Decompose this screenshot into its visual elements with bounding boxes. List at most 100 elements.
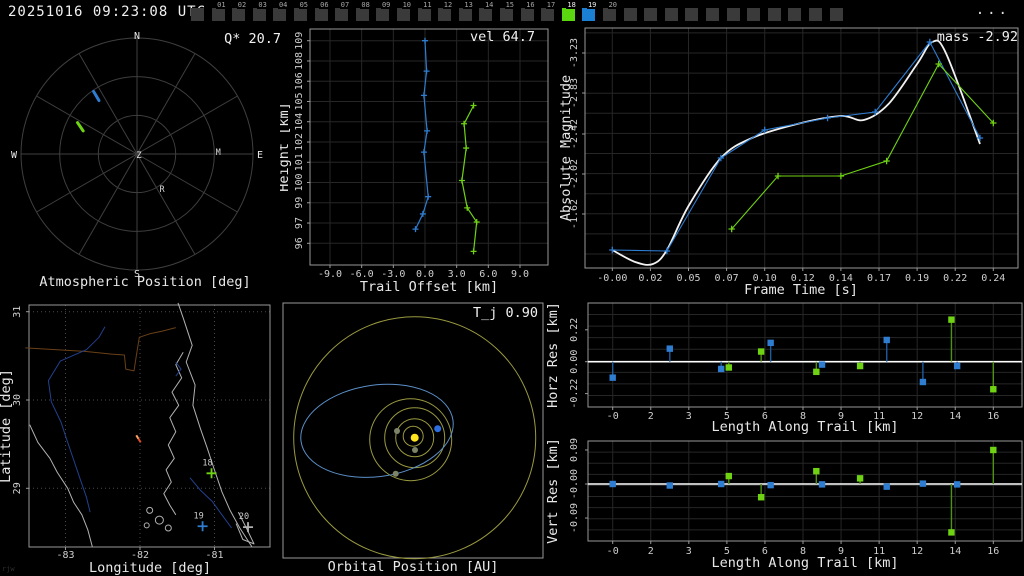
frame-box-05[interactable]: 05 (294, 1, 309, 21)
frame-box-extra[interactable] (706, 8, 719, 21)
frame-number-label: 01 (216, 1, 227, 9)
svg-text:-0.22: -0.22 (569, 379, 580, 409)
compass-w-label: W (11, 150, 18, 161)
station-label-18: 18 (202, 458, 212, 468)
frame-box-extra[interactable] (726, 8, 740, 21)
map-outline-river-1 (47, 326, 106, 513)
data-point-marker (948, 316, 955, 323)
frame-box-08[interactable]: 08 (355, 1, 371, 21)
data-point-marker (464, 204, 471, 211)
frame-box-extra[interactable] (747, 8, 761, 21)
frame-box-06[interactable]: 06 (314, 1, 330, 21)
data-point-marker (856, 475, 864, 482)
frame-box-03[interactable]: 03 (252, 1, 268, 21)
frame-box-01[interactable]: 01 (211, 1, 227, 21)
svg-text:-0.09: -0.09 (569, 503, 580, 533)
horz_res-ylabel: Horz Res [km] (545, 302, 561, 408)
svg-text:9: 9 (838, 411, 844, 422)
frame-box-extra[interactable] (644, 8, 658, 21)
data-point-marker (470, 102, 477, 109)
axes-frame (309, 28, 549, 266)
frame-box-11[interactable]: 11 (417, 1, 433, 21)
frame-box-extra[interactable] (623, 8, 637, 21)
frame-box-09[interactable]: 09 (376, 1, 392, 21)
frame-box-10[interactable]: 10 (397, 1, 412, 21)
data-point-marker (412, 226, 419, 233)
frame-box-extra[interactable] (767, 8, 781, 21)
data-point-marker (473, 219, 480, 226)
data-point-marker (767, 481, 774, 489)
svg-text:-2.42: -2.42 (569, 119, 580, 149)
frame-box-16[interactable]: 16 (520, 1, 536, 21)
data-point-marker (919, 480, 927, 487)
svg-text:3.0: 3.0 (448, 269, 466, 280)
svg-text:102: 102 (294, 133, 305, 151)
gridlines (588, 303, 1022, 407)
frame-number-label: 04 (277, 1, 289, 9)
ground-map-chart: 18 19 20 -83 -82 -81 29 30 31 Longitude [deg] Lati… (0, 302, 271, 576)
frame-box-17[interactable]: 17 (541, 1, 557, 21)
frame-number-label: 14 (483, 1, 495, 9)
axes-frame (587, 440, 1023, 542)
svg-text:11: 11 (873, 546, 885, 557)
panel-horz-res: -0 2 3 5 6 8 9 11 12 14 16 0.22 0.00 -0.22 Length Alon… (544, 300, 1024, 434)
frame-box-14[interactable]: 14 (479, 1, 495, 21)
trail-ylabel: Height [km] (280, 102, 292, 191)
svg-text:0.22: 0.22 (943, 273, 967, 284)
svg-text:0.09: 0.09 (569, 438, 580, 462)
data-point-marker (419, 210, 426, 217)
frame-box-02[interactable]: 02 (232, 1, 248, 21)
frame-box-07[interactable]: 07 (335, 1, 351, 21)
svg-text:-83: -83 (56, 550, 74, 561)
map-gridlines (29, 305, 270, 547)
frame-box-extra[interactable] (788, 8, 802, 21)
gridlines (588, 441, 1022, 541)
data-point-marker (856, 362, 864, 370)
svg-text:9.0: 9.0 (511, 269, 529, 280)
frame-box-15[interactable]: 15 (500, 1, 515, 21)
svg-text:2: 2 (648, 411, 654, 422)
station-marker-20 (243, 522, 254, 533)
svg-text:-81: -81 (205, 550, 223, 561)
gridlines (310, 29, 548, 265)
series-site-1 (412, 37, 432, 233)
station-marker-19 (197, 521, 208, 532)
frame-number-label: 19 (586, 1, 598, 9)
frame-box-extra[interactable] (685, 8, 699, 21)
site-2-trail (75, 121, 85, 133)
frame-number-label: 09 (380, 1, 392, 9)
overflow-menu-button[interactable]: ... (975, 2, 1010, 18)
meteor-ground-trail (135, 434, 140, 440)
data-point-marker (935, 60, 942, 68)
frame-box-pre[interactable] (191, 8, 204, 21)
svg-text:101: 101 (294, 153, 305, 171)
svg-text:5: 5 (724, 546, 730, 557)
svg-text:0.17: 0.17 (867, 273, 891, 284)
frame-box-19[interactable]: 19 (582, 1, 598, 21)
frame-number-label: 16 (525, 1, 536, 9)
frame-box-20[interactable]: 20 (603, 1, 618, 21)
lightcurve-ylabel: Absolute Magnitude (560, 75, 574, 221)
series-site-2 (458, 102, 480, 255)
horz_res-xlabel: Length Along Trail [km] (712, 419, 899, 434)
svg-text:6: 6 (762, 546, 768, 557)
series-site-2 (725, 316, 997, 393)
frame-box-04[interactable]: 04 (273, 1, 289, 21)
frame-box-extra[interactable] (809, 8, 822, 21)
svg-text:3: 3 (686, 546, 692, 557)
svg-text:0.14: 0.14 (829, 273, 853, 284)
frame-box-18[interactable]: 18 (561, 1, 577, 21)
frame-number-label: 18 (566, 1, 577, 9)
planet-venus (394, 428, 400, 434)
map-outline-state-border (25, 327, 176, 372)
frame-box-12[interactable]: 12 (438, 1, 454, 21)
data-point-marker (728, 225, 735, 233)
axes-frame (584, 27, 1019, 269)
data-point-marker (609, 480, 616, 488)
frame-number-label: 11 (422, 1, 433, 9)
light-curve-chart: -0.00 0.02 0.05 0.07 0.10 0.12 0.14 0.17 0.19 0.2… (560, 27, 1019, 298)
frame-box-extra[interactable] (664, 8, 678, 21)
frame-box-extra[interactable] (829, 8, 843, 21)
frame-box-13[interactable]: 13 (458, 1, 474, 21)
